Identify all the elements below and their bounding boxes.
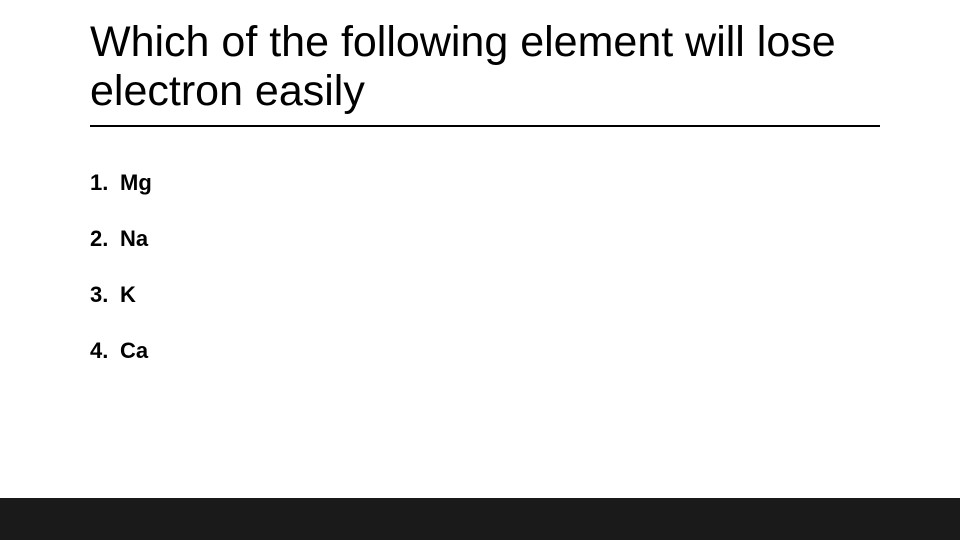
- option-number: 1.: [90, 170, 116, 196]
- list-item: 1. Mg: [90, 170, 880, 196]
- title-block: Which of the following element will lose…: [90, 18, 880, 127]
- option-text: Ca: [120, 338, 148, 364]
- option-text: K: [120, 282, 136, 308]
- option-number: 2.: [90, 226, 116, 252]
- title-underline: [90, 125, 880, 127]
- option-number: 3.: [90, 282, 116, 308]
- slide-title: Which of the following element will lose…: [90, 18, 880, 117]
- option-text: Mg: [120, 170, 152, 196]
- option-text: Na: [120, 226, 148, 252]
- list-item: 4. Ca: [90, 338, 880, 364]
- list-item: 3. K: [90, 282, 880, 308]
- option-number: 4.: [90, 338, 116, 364]
- footer-bar: [0, 498, 960, 540]
- options-list: 1. Mg 2. Na 3. K 4. Ca: [90, 170, 880, 394]
- slide: Which of the following element will lose…: [0, 0, 960, 540]
- list-item: 2. Na: [90, 226, 880, 252]
